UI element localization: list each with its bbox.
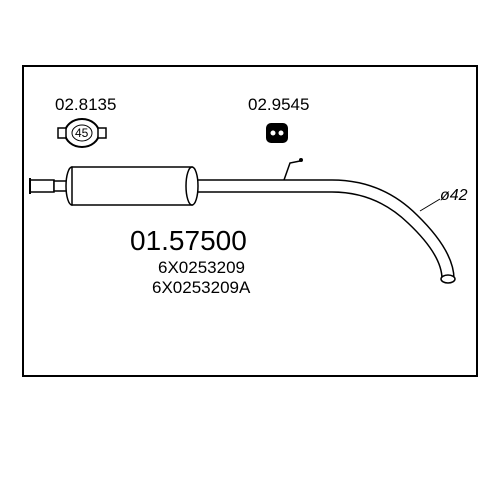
clamp-size-label: 45 [75, 126, 88, 140]
diameter-label: ø42 [440, 187, 468, 205]
main-part-number: 01.57500 [130, 225, 247, 257]
clamp-ref-label: 02.8135 [55, 95, 116, 115]
diameter-value: 42 [450, 187, 468, 204]
oem-ref-2: 6X0253209A [152, 278, 250, 298]
mount-ref-label: 02.9545 [248, 95, 309, 115]
diameter-prefix: ø [440, 187, 450, 204]
oem-ref-1: 6X0253209 [158, 258, 245, 278]
